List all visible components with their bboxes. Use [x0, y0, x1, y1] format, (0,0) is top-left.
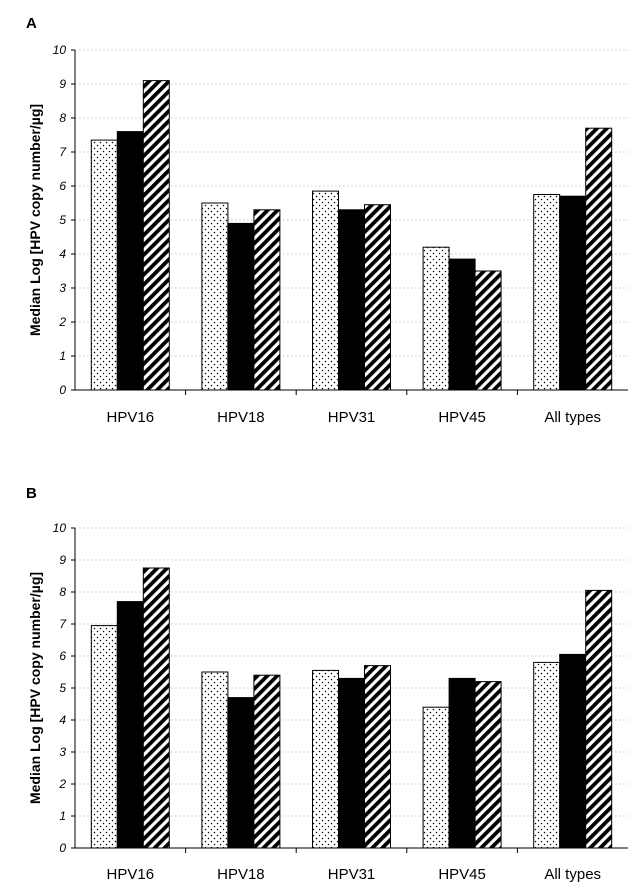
- bar-hatched: [364, 204, 391, 391]
- y-tick-label: 2: [58, 777, 66, 791]
- x-category-label: HPV16: [107, 409, 155, 426]
- y-tick-label: 3: [59, 745, 66, 759]
- y-tick-label: 9: [59, 553, 66, 567]
- y-tick-label: 9: [59, 77, 66, 91]
- y-tick-label: 7: [59, 617, 67, 631]
- bar-dotted: [201, 671, 229, 849]
- bar-solid-black: [448, 677, 476, 849]
- bar-hatched: [142, 80, 170, 391]
- y-tick-label: 4: [59, 247, 66, 261]
- y-tick-label: 4: [59, 713, 66, 727]
- x-category-label: HPV31: [328, 866, 376, 883]
- bar-solid-black: [227, 697, 255, 849]
- bar-hatched: [474, 270, 502, 391]
- bar-hatched: [474, 681, 502, 849]
- bar-hatched: [585, 127, 613, 391]
- bar-dotted: [90, 139, 118, 391]
- bar-dotted: [312, 669, 339, 849]
- x-category-label: HPV31: [328, 409, 376, 426]
- y-axis-label: Median Log [HPV copy number/µg]: [27, 572, 43, 804]
- x-category-label: HPV18: [217, 866, 265, 883]
- bar-hatched: [364, 665, 391, 849]
- y-tick-label: 2: [58, 315, 66, 329]
- x-category-label: HPV16: [107, 866, 155, 883]
- y-tick-label: 1: [59, 349, 66, 363]
- y-tick-label: 8: [59, 111, 66, 125]
- bar-dotted: [90, 625, 118, 849]
- bar-solid-black: [448, 258, 476, 391]
- y-tick-label: 6: [59, 649, 66, 663]
- bar-dotted: [201, 202, 229, 391]
- bar-hatched: [585, 589, 613, 849]
- bar-solid-black: [338, 677, 365, 849]
- bar-solid-black: [559, 195, 587, 391]
- y-axis-label: Median Log [HPV copy number/µg]: [27, 104, 43, 336]
- y-tick-label: 10: [53, 521, 67, 535]
- y-tick-label: 0: [59, 841, 66, 855]
- bar-solid-black: [227, 222, 255, 391]
- y-tick-label: 10: [53, 43, 67, 57]
- bar-hatched: [253, 209, 281, 391]
- x-category-label: HPV45: [438, 409, 486, 426]
- y-tick-label: 5: [59, 681, 66, 695]
- y-tick-label: 0: [59, 383, 66, 397]
- bar-dotted: [533, 194, 561, 391]
- y-tick-label: 6: [59, 179, 66, 193]
- bar-dotted: [312, 190, 339, 391]
- panel-a-label: A: [26, 15, 37, 32]
- bar-hatched: [253, 674, 281, 849]
- x-category-label: HPV45: [438, 866, 486, 883]
- panel-b-label: B: [26, 485, 37, 502]
- bar-dotted: [422, 706, 450, 849]
- panel-b-chart: 0 1 2 3 4 5 6 7 8 9 10 HPV16 HPV18 HPV31 HPV45 All type…: [27, 521, 628, 883]
- y-tick-label: 8: [59, 585, 66, 599]
- x-category-label: All types: [544, 409, 601, 426]
- bar-dotted: [422, 246, 450, 391]
- bar-solid-black: [559, 653, 587, 849]
- bar-dotted: [533, 661, 561, 849]
- y-tick-label: 3: [59, 281, 66, 295]
- panel-a-chart: 0 1 2 3 4 5 6 7 8 9 10 HPV16 HPV18 HPV31 HPV45 All type…: [27, 43, 628, 426]
- y-tick-label: 7: [59, 145, 67, 159]
- bar-solid-black: [116, 131, 144, 391]
- x-category-label: HPV18: [217, 409, 265, 426]
- y-tick-label: 1: [59, 809, 66, 823]
- x-category-label: All types: [544, 866, 601, 883]
- bar-solid-black: [338, 209, 365, 391]
- bar-solid-black: [116, 601, 144, 849]
- bar-hatched: [142, 567, 170, 849]
- y-tick-label: 5: [59, 213, 66, 227]
